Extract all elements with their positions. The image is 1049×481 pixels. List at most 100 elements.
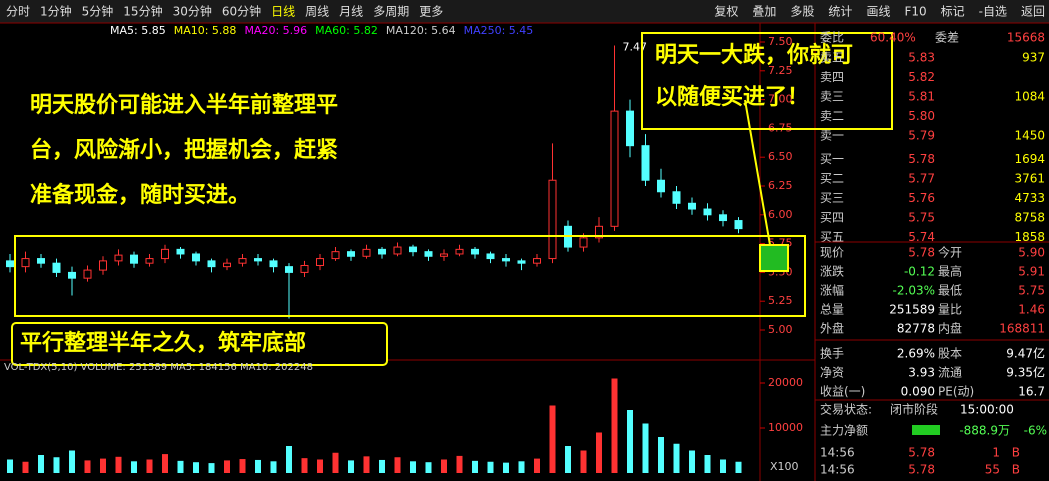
toolbar-item[interactable]: 统计 xyxy=(828,5,852,19)
toolbar-item[interactable]: 多股 xyxy=(790,5,814,19)
status-time: 15:00:00 xyxy=(960,403,1014,417)
candle-body xyxy=(269,260,278,268)
volume-label: VOL-TDX(5,10) VOLUME: 251589 MA5: 184156… xyxy=(4,362,313,373)
volume-bar xyxy=(394,457,401,473)
volume-bar xyxy=(503,462,509,473)
volume-bar xyxy=(208,463,215,473)
toolbar-item[interactable]: 周线 xyxy=(305,5,329,19)
toolbar-item[interactable]: 30分钟 xyxy=(173,4,212,19)
y-tick-label: 7.00 xyxy=(768,93,793,106)
toolbar-item[interactable]: 标记 xyxy=(941,5,965,19)
toolbar-item[interactable]: 15分钟 xyxy=(123,4,162,19)
volume-bar xyxy=(84,460,91,473)
volume-bar xyxy=(363,456,370,473)
tick-cell: 55 xyxy=(985,463,1000,477)
panel-cell: 换手 xyxy=(820,347,844,361)
volume-bar xyxy=(720,459,726,473)
volume-bar xyxy=(673,443,680,473)
panel-cell: 16.7 xyxy=(1018,385,1045,399)
toolbar-item[interactable]: 更多 xyxy=(419,5,443,19)
volume-bar xyxy=(518,461,525,473)
toolbar-item[interactable]: -自选 xyxy=(979,5,1007,19)
candle-body xyxy=(610,110,619,227)
candle-body xyxy=(207,260,216,268)
volume-bar xyxy=(549,405,556,473)
tick-cell: 1 xyxy=(992,446,1000,460)
panel-cell: 买四 xyxy=(820,211,844,225)
volume-bar xyxy=(239,459,246,473)
panel-cell: 1858 xyxy=(1014,230,1045,244)
candle-body xyxy=(99,260,107,271)
candle-body xyxy=(192,253,200,262)
y-tick-label: 6.75 xyxy=(768,121,793,134)
y-tick-label: 6.25 xyxy=(768,179,793,192)
candle-body xyxy=(378,248,386,255)
panel-cell: 卖五 xyxy=(820,51,844,65)
candle-body xyxy=(502,258,510,262)
toolbar-item[interactable]: F10 xyxy=(904,5,926,19)
candle-body xyxy=(688,202,696,210)
toolbar-item[interactable]: 日线 xyxy=(271,5,295,19)
volume-bar xyxy=(627,410,633,473)
toolbar-item[interactable]: 月线 xyxy=(339,5,363,19)
volume-bar xyxy=(580,450,587,473)
toolbar-item[interactable]: 1分钟 xyxy=(40,4,72,19)
toolbar-item[interactable]: 多周期 xyxy=(373,5,409,19)
panel-cell: 今开 xyxy=(938,245,962,260)
toolbar-item[interactable]: 5分钟 xyxy=(82,4,114,19)
highlight-box xyxy=(641,32,893,130)
volume-bar xyxy=(115,456,122,473)
candle-body xyxy=(145,258,154,264)
panel-cell: 60.40% xyxy=(870,31,916,45)
candle-body xyxy=(114,254,123,262)
ma-legend: MA250: 5.45 xyxy=(464,24,534,37)
panel-cell: 8758 xyxy=(1014,211,1045,225)
tick-cell: 5.78 xyxy=(908,463,935,477)
candle-body xyxy=(486,253,495,260)
candle-body xyxy=(672,191,681,204)
candle-body xyxy=(223,262,231,268)
toolbar-item[interactable]: 复权 xyxy=(714,5,738,19)
volume-bar xyxy=(146,459,153,473)
volume-bar xyxy=(317,459,323,473)
panel-cell: 委差 xyxy=(935,31,959,45)
candle-body xyxy=(641,145,650,181)
panel-cell: 1084 xyxy=(1014,90,1045,104)
panel-cell: 卖一 xyxy=(820,129,844,143)
y-tick-label: 20000 xyxy=(768,376,803,389)
volume-bar xyxy=(332,452,339,473)
volume-bar xyxy=(22,461,29,473)
candle-body xyxy=(362,248,371,257)
candle-body xyxy=(719,214,727,222)
volume-bar xyxy=(425,462,432,473)
peak-label: 7.47 xyxy=(623,40,648,53)
candle-body xyxy=(440,253,448,257)
volume-bar xyxy=(735,461,742,473)
volume-bar xyxy=(348,460,354,473)
volume-bar xyxy=(379,459,385,473)
candle-body xyxy=(37,258,45,264)
panel-cell: 股本 xyxy=(938,347,962,361)
candle-body xyxy=(254,258,262,262)
panel-cell: 5.78 xyxy=(908,152,935,166)
arrow-line xyxy=(744,99,771,246)
volume-bar xyxy=(487,461,494,473)
candle-body xyxy=(52,262,61,273)
highlight-box xyxy=(14,235,806,317)
volume-bar xyxy=(410,461,416,473)
toolbar-item[interactable]: 分时 xyxy=(6,5,30,19)
candle-body xyxy=(703,208,712,216)
candle-body xyxy=(285,266,293,273)
y-tick-label: 10000 xyxy=(768,421,803,434)
toolbar-item[interactable]: 60分钟 xyxy=(222,4,261,19)
toolbar-item[interactable]: 返回 xyxy=(1021,5,1045,19)
volume-bar xyxy=(270,461,277,473)
y-tick-label: 5.00 xyxy=(768,323,793,336)
panel-cell: 5.79 xyxy=(908,129,935,143)
toolbar-item[interactable]: 画线 xyxy=(866,5,890,19)
panel-cell: 现价 xyxy=(820,246,844,260)
highlight-box xyxy=(11,322,388,366)
panel-cell: 量比 xyxy=(938,303,962,317)
toolbar-item[interactable]: 叠加 xyxy=(752,5,776,19)
tick-cell: B xyxy=(1012,463,1020,477)
